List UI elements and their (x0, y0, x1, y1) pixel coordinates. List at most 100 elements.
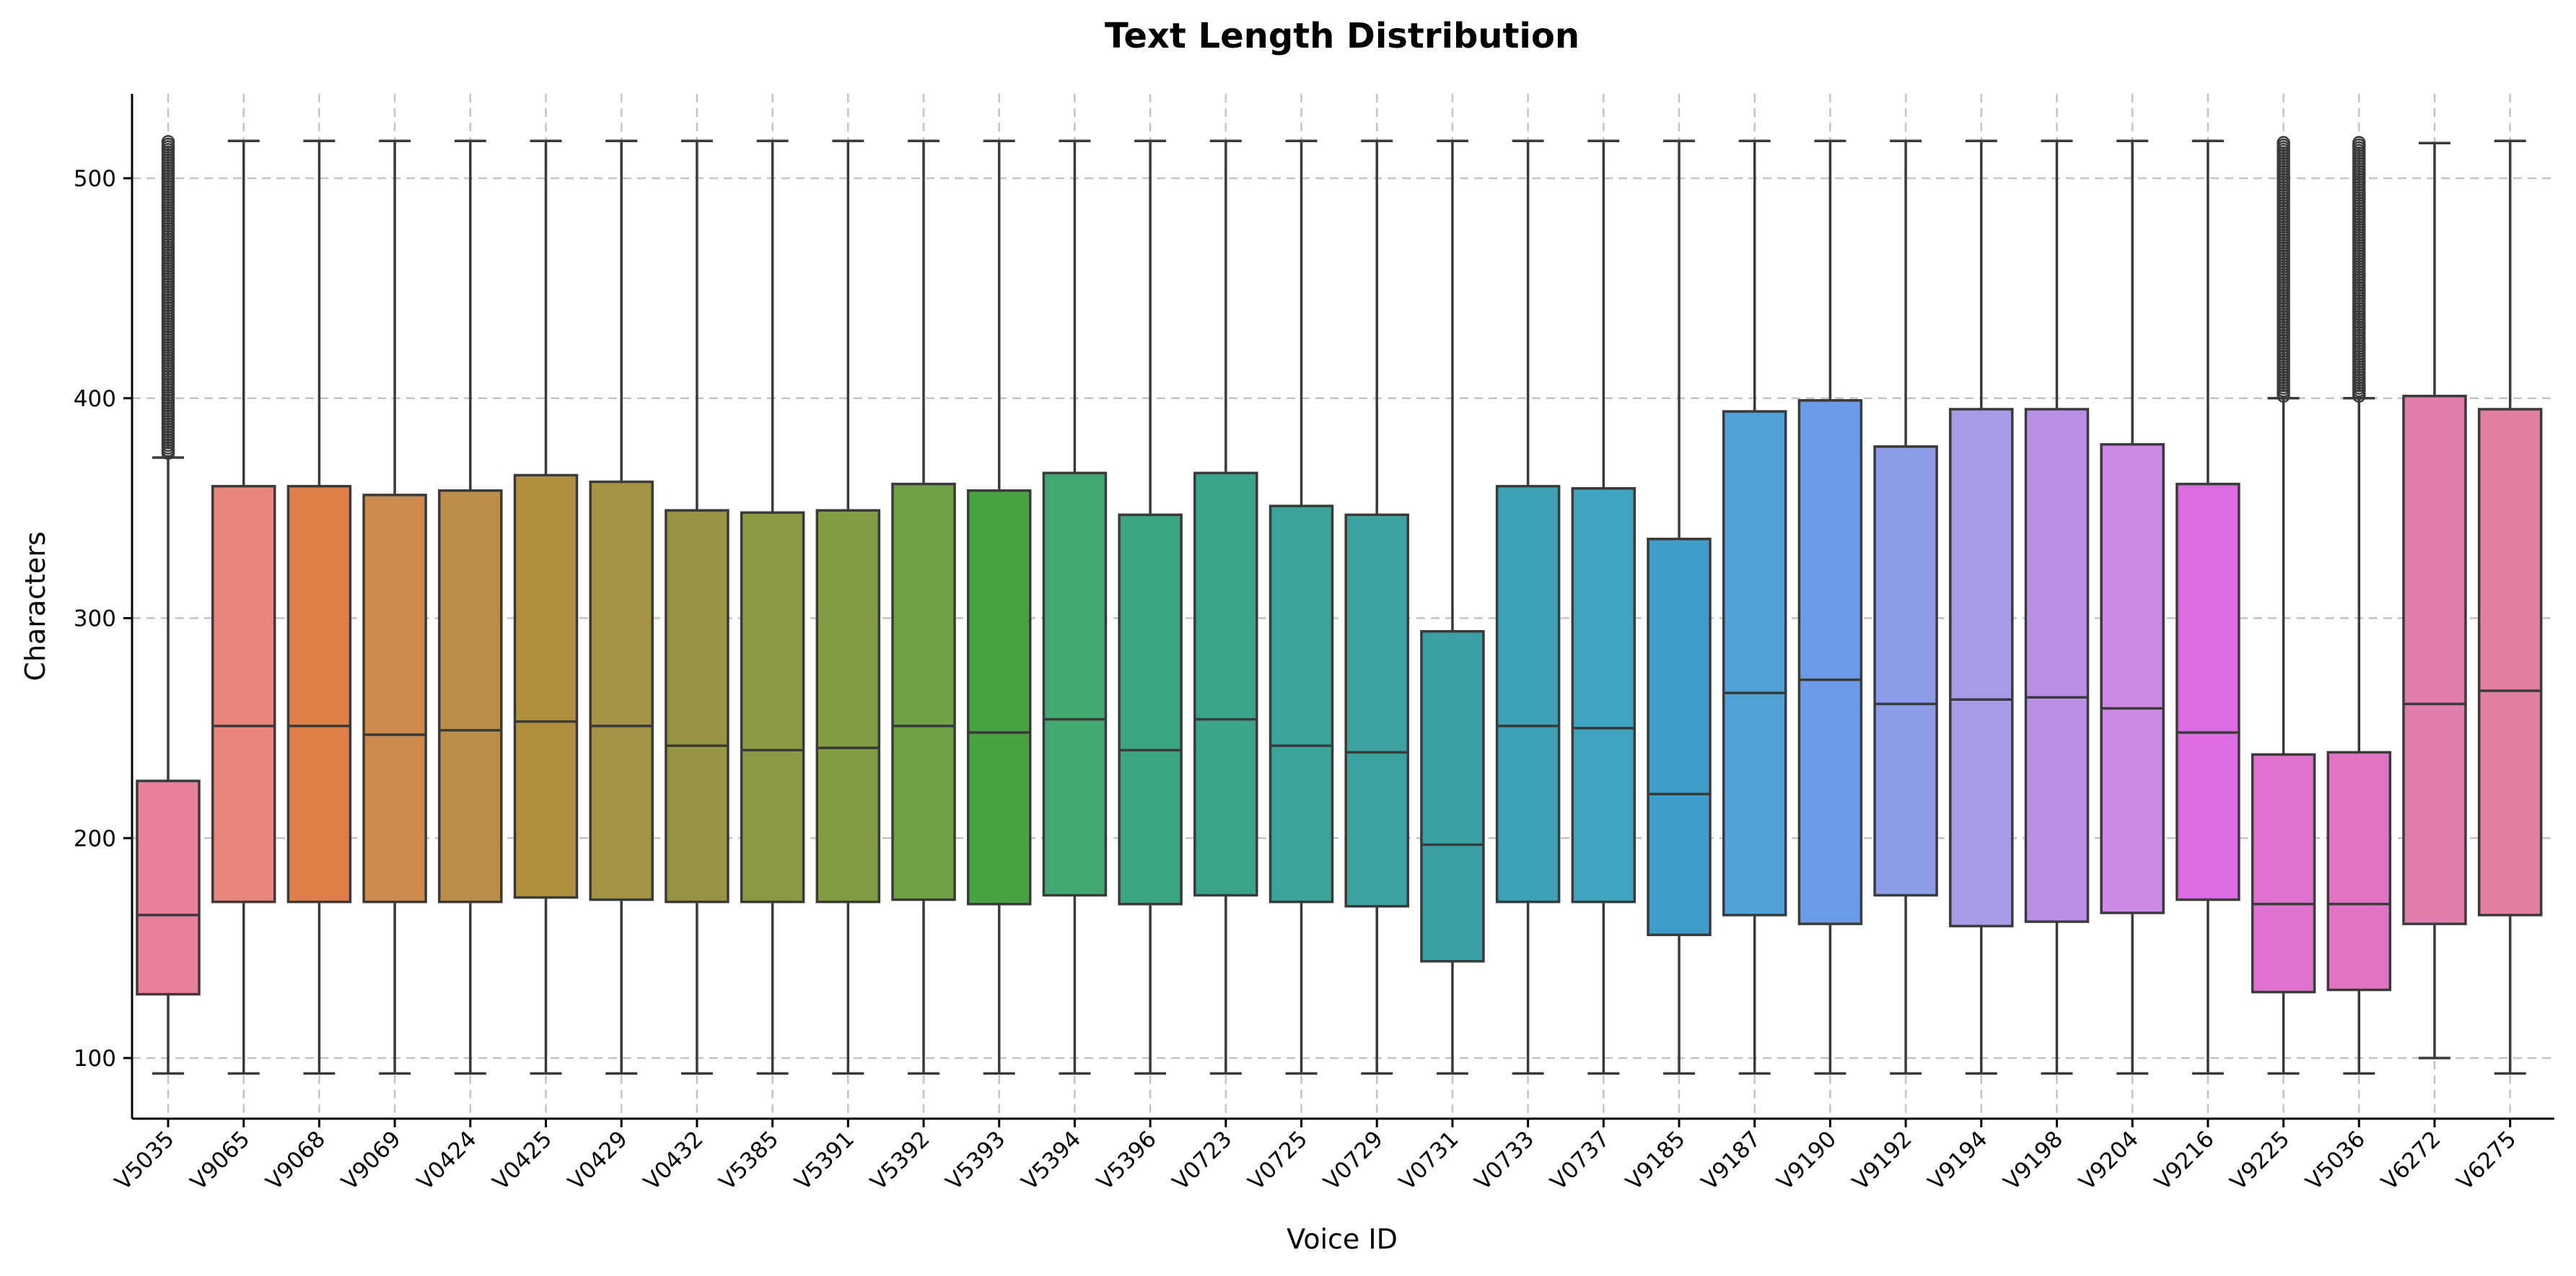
axes (131, 94, 2554, 1120)
x-tick-label: V0424 (412, 1126, 481, 1195)
box-body (211, 484, 276, 904)
x-tick-label: V0737 (1546, 1126, 1615, 1195)
box-body (2100, 442, 2165, 914)
box-body (362, 494, 427, 904)
box-V9204 (2100, 139, 2165, 1075)
x-ticks: V5035 V9065 V9068 V9069 V0424 V0425 V0429 V0432… (110, 1119, 2521, 1195)
box-body (2176, 482, 2240, 901)
x-tick-label: V5391 (790, 1126, 859, 1195)
box-V6275 (2477, 139, 2543, 1075)
box-body (665, 509, 730, 904)
box-V9225 (2251, 136, 2316, 1075)
box-body (438, 489, 503, 904)
box-V5391 (815, 139, 881, 1075)
box-body (2326, 751, 2392, 992)
box-body (1797, 399, 1863, 925)
x-tick-label: V9204 (2075, 1126, 2144, 1195)
y-ticks: 100 200 300 400 500 (74, 166, 132, 1072)
box-V0729 (1344, 139, 1409, 1075)
box-body (1042, 471, 1108, 897)
box-body (1949, 408, 2014, 927)
box-body (891, 482, 956, 901)
boxes (136, 135, 2543, 1075)
box-body (1647, 538, 1712, 937)
x-tick-label: V9225 (2225, 1126, 2295, 1195)
box-V9068 (286, 139, 352, 1075)
box-body (136, 779, 201, 996)
box-V0429 (589, 139, 654, 1075)
x-tick-label: V0731 (1394, 1126, 1463, 1195)
x-tick-label: V9069 (337, 1126, 406, 1195)
y-axis-label: Characters (19, 531, 51, 681)
x-tick-label: V0725 (1243, 1126, 1313, 1195)
x-axis-label: Voice ID (1287, 1223, 1398, 1255)
x-tick-label: V0432 (639, 1126, 708, 1195)
box-body (1193, 471, 1258, 897)
outlier-point (161, 135, 175, 149)
box-V0737 (1571, 139, 1637, 1075)
box-body (1873, 445, 1938, 897)
x-tick-label: V5036 (2301, 1126, 2370, 1195)
y-tick-label: 300 (74, 606, 116, 632)
box-body (815, 509, 881, 904)
box-V0731 (1420, 139, 1485, 1075)
box-body (2251, 753, 2316, 994)
x-tick-label: V9068 (261, 1126, 330, 1195)
box-V9065 (211, 139, 276, 1075)
x-tick-label: V0733 (1470, 1126, 1539, 1195)
box-V9069 (362, 139, 427, 1075)
x-tick-label: V9065 (185, 1126, 255, 1195)
box-V9192 (1873, 139, 1938, 1075)
x-tick-label: V9194 (1923, 1126, 1992, 1195)
y-tick-label: 400 (74, 386, 116, 412)
x-tick-label: V0429 (564, 1126, 633, 1195)
box-body (2024, 408, 2090, 923)
box-V9216 (2176, 139, 2240, 1075)
box-V5392 (891, 139, 956, 1075)
x-tick-label: V9216 (2150, 1126, 2219, 1195)
box-body (2477, 408, 2543, 917)
box-V5035 (136, 135, 201, 1075)
x-tick-label: V5385 (714, 1126, 784, 1195)
box-body (1495, 484, 1561, 904)
x-tick-label: V5393 (941, 1126, 1010, 1195)
x-tick-label: V0723 (1167, 1126, 1237, 1195)
box-body (513, 473, 579, 899)
box-V0425 (513, 139, 579, 1075)
x-tick-label: V9198 (1999, 1126, 2068, 1195)
box-V5385 (740, 139, 805, 1075)
box-V9194 (1949, 139, 2014, 1075)
y-tick-label: 200 (74, 826, 116, 852)
box-V5396 (1118, 139, 1183, 1075)
box-body (2402, 394, 2467, 925)
x-tick-label: V9192 (1848, 1126, 1917, 1195)
y-tick-label: 100 (74, 1046, 116, 1072)
x-tick-label: V5392 (865, 1126, 934, 1195)
x-tick-label: V5394 (1017, 1126, 1086, 1195)
box-body (1269, 504, 1334, 904)
x-tick-label: V5035 (110, 1126, 179, 1195)
box-V9185 (1647, 139, 1712, 1075)
chart-title: Text Length Distribution (1105, 16, 1580, 56)
x-tick-label: V9190 (1772, 1126, 1841, 1195)
y-tick-label: 500 (74, 166, 116, 192)
outlier-point (2277, 136, 2290, 149)
box-body (286, 484, 352, 904)
x-tick-label: V0729 (1319, 1126, 1388, 1195)
box-V5036 (2326, 136, 2392, 1075)
x-tick-label: V9185 (1621, 1126, 1690, 1195)
box-V6272 (2402, 141, 2467, 1059)
box-body (966, 489, 1032, 906)
box-V0723 (1193, 139, 1258, 1075)
box-V0733 (1495, 139, 1561, 1075)
x-tick-label: V9187 (1696, 1126, 1766, 1195)
box-V0432 (665, 139, 730, 1075)
box-body (740, 511, 805, 904)
x-tick-label: V6275 (2452, 1126, 2521, 1195)
box-body (589, 480, 654, 901)
outlier-point (2352, 136, 2366, 149)
box-V5394 (1042, 139, 1108, 1075)
box-V0424 (438, 139, 503, 1075)
box-body (1344, 513, 1409, 908)
box-V9198 (2024, 139, 2090, 1075)
